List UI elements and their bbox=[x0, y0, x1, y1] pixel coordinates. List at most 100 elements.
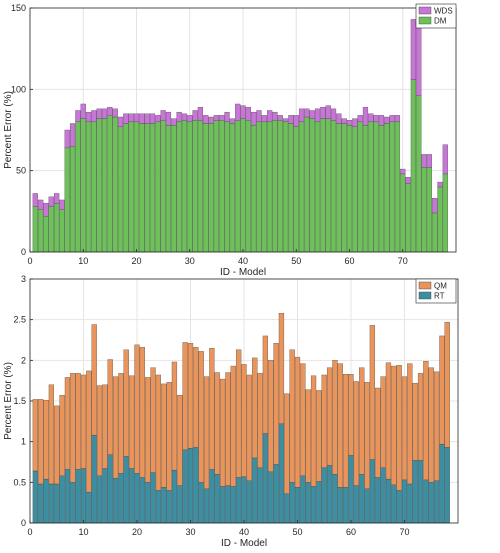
bar-dm bbox=[426, 167, 432, 253]
bar-rt bbox=[396, 490, 402, 524]
bar-dm bbox=[187, 121, 193, 253]
bar-qm bbox=[145, 377, 151, 483]
bar-dm bbox=[171, 124, 177, 253]
bar-rt bbox=[262, 433, 269, 524]
bar-qm bbox=[70, 373, 76, 483]
bar-rt bbox=[91, 435, 97, 524]
bar-qm bbox=[236, 349, 242, 478]
bar-dm bbox=[410, 79, 417, 253]
bar-qm bbox=[155, 374, 162, 491]
bar-rt bbox=[59, 475, 65, 524]
bar-qm bbox=[48, 384, 55, 485]
bar-qm bbox=[134, 344, 140, 474]
legend-label-dm: DM bbox=[434, 17, 447, 26]
bar-dm bbox=[389, 121, 395, 253]
bar-rt bbox=[43, 478, 49, 524]
bar-wds bbox=[384, 116, 390, 124]
bar-rt bbox=[203, 488, 210, 524]
bar-wds bbox=[96, 108, 102, 119]
bar-wds bbox=[267, 110, 273, 123]
bar-dm bbox=[304, 116, 310, 253]
x-tick-label: 40 bbox=[238, 256, 248, 266]
bar-dm bbox=[432, 212, 438, 253]
bar-wds bbox=[171, 118, 177, 126]
bar-qm bbox=[171, 361, 178, 471]
bar-wds bbox=[320, 107, 326, 119]
bar-dm bbox=[298, 121, 305, 253]
bar-wds bbox=[75, 110, 81, 123]
x-axis-label: ID - Model bbox=[221, 538, 267, 548]
bar-qm bbox=[219, 378, 226, 487]
x-tick-label: 60 bbox=[344, 256, 354, 266]
bar-qm bbox=[150, 367, 156, 473]
bar-rt bbox=[401, 479, 408, 524]
bar-dm bbox=[277, 120, 283, 253]
bar-rt bbox=[112, 478, 119, 524]
bar-rt bbox=[385, 478, 392, 524]
bar-wds bbox=[394, 115, 401, 123]
bar-dm bbox=[378, 124, 385, 253]
bar-wds bbox=[389, 115, 395, 123]
bar-rt bbox=[321, 467, 327, 524]
bar-rt bbox=[380, 467, 386, 524]
bar-qm bbox=[102, 384, 108, 469]
legend-swatch-dm bbox=[418, 16, 432, 25]
bar-rt bbox=[219, 486, 226, 524]
bar-dm bbox=[128, 121, 134, 253]
bar-dm bbox=[309, 118, 315, 253]
bar-wds bbox=[261, 115, 267, 123]
bar-rt bbox=[278, 423, 285, 524]
bar-wds bbox=[426, 154, 432, 168]
bar-qm bbox=[353, 381, 359, 486]
bar-qm bbox=[359, 367, 365, 475]
bar-wds bbox=[213, 115, 219, 121]
bar-wds bbox=[133, 113, 140, 123]
x-tick-label: 70 bbox=[398, 256, 408, 266]
bar-dm bbox=[346, 124, 353, 253]
bar-wds bbox=[245, 107, 251, 121]
bar-dm bbox=[272, 120, 278, 253]
bar-rt bbox=[305, 482, 311, 524]
bar-rt bbox=[444, 447, 450, 524]
bar-rt bbox=[252, 457, 258, 524]
bar-dm bbox=[245, 120, 251, 253]
bar-rt bbox=[161, 487, 167, 524]
bar-wds bbox=[48, 196, 54, 207]
bar-qm bbox=[96, 385, 103, 476]
bar-rt bbox=[80, 468, 87, 524]
y-axis-label: Percent Error (%) bbox=[3, 362, 14, 440]
bar-rt bbox=[294, 487, 301, 524]
bar-wds bbox=[240, 105, 246, 119]
bar-dm bbox=[400, 173, 406, 253]
bar-rt bbox=[214, 474, 220, 524]
bar-qm bbox=[139, 347, 145, 478]
bar-qm bbox=[246, 374, 252, 481]
bar-dm bbox=[203, 123, 209, 253]
bar-wds bbox=[336, 113, 342, 124]
bar-wds bbox=[357, 115, 363, 123]
bar-rt bbox=[166, 490, 172, 524]
x-tick-label: 70 bbox=[399, 527, 409, 537]
bar-rt bbox=[118, 473, 124, 524]
bar-wds bbox=[91, 110, 97, 123]
bar-qm bbox=[241, 364, 247, 477]
bar-dm bbox=[362, 124, 369, 253]
bar-qm bbox=[38, 399, 44, 485]
bar-wds bbox=[144, 113, 150, 124]
bar-dm bbox=[213, 120, 219, 253]
bar-dm bbox=[75, 121, 81, 253]
chart-panel-2: 0 10 20 30 40 50 60 70 0 0.5 1 1.5 2 2.5 3 ID - Model Pe… bbox=[3, 274, 459, 549]
bar-wds bbox=[421, 154, 427, 168]
bar-wds bbox=[187, 115, 193, 123]
bar-dm bbox=[133, 121, 140, 253]
bar-qm bbox=[294, 356, 301, 488]
bar-rt bbox=[407, 483, 413, 524]
bar-dm bbox=[314, 121, 321, 253]
bar-qm bbox=[326, 367, 333, 466]
bar-rt bbox=[86, 491, 92, 524]
bar-rt bbox=[428, 482, 434, 524]
x-tick-label: 60 bbox=[346, 527, 356, 537]
bar-rt bbox=[353, 485, 359, 524]
bar-dm bbox=[416, 95, 422, 253]
